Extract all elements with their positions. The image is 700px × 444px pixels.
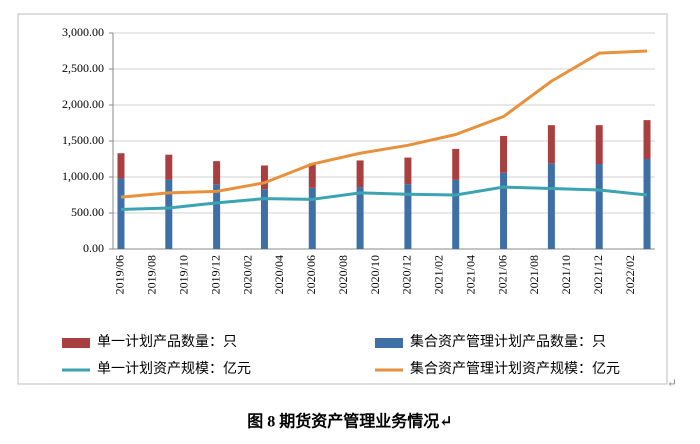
x-tick-label: 2020/04 [272,255,286,294]
chart-title: 图 8 期货资产管理业务情况↵ [247,412,452,431]
legend-swatch [375,338,403,348]
bar [117,153,125,179]
legend-label: 集合资产管理计划资产规模：亿元 [410,360,620,377]
bar [547,163,555,249]
x-tick-label: 2020/10 [368,255,382,294]
x-tick-label: 2021/04 [463,255,477,294]
y-tick-label: 0.00 [83,241,104,255]
bar [500,172,508,249]
bar [404,184,412,249]
x-tick-label: 2020/08 [336,255,350,294]
x-tick-label: 2020/12 [400,255,414,294]
chart-border [17,13,668,385]
bar [165,154,173,180]
bar [165,179,173,249]
line [120,49,648,199]
bar [117,178,125,249]
bar [452,148,460,180]
y-tick-label: 1,000.00 [62,169,104,183]
legend-label: 集合资产管理计划产品数量：只 [410,333,606,350]
x-tick-label: 2019/10 [176,255,190,294]
x-tick-label: 2020/02 [240,255,254,294]
y-tick-label: 2,500.00 [62,61,104,75]
bar [452,179,460,249]
bar [260,165,268,190]
y-tick-label: 2,000.00 [62,97,104,111]
bar [308,187,316,249]
legend-label: 单一计划资产规模：亿元 [97,361,251,377]
y-tick-label: 1,500.00 [62,133,104,147]
bar [643,159,651,249]
y-tick-label: 500.00 [71,205,104,219]
x-tick-label: 2021/10 [559,255,573,294]
bar [356,187,364,249]
bar [260,189,268,249]
legend-label: 单一计划产品数量：只 [97,334,237,350]
x-tick-label: 2021/08 [527,255,541,294]
x-tick-label: 2020/06 [304,255,318,294]
x-tick-label: 2021/12 [591,255,605,294]
bar [308,163,316,188]
bar [500,135,508,173]
annotation: ↵ [667,376,677,390]
legend-swatch [62,338,90,348]
x-tick-label: 2021/06 [495,255,509,294]
bar [213,161,221,185]
bar [595,125,603,165]
bar [213,184,221,249]
bar [547,125,555,164]
x-tick-label: 2021/02 [432,255,446,294]
x-tick-label: 2019/06 [113,255,127,294]
x-tick-label: 2019/12 [208,255,222,294]
bar [643,120,651,159]
bar [404,157,412,185]
bar [356,160,364,188]
bar [595,164,603,249]
y-tick-label: 3,000.00 [62,25,104,39]
x-tick-label: 2022/02 [623,255,637,294]
line [120,185,648,211]
x-tick-label: 2019/08 [145,255,159,294]
